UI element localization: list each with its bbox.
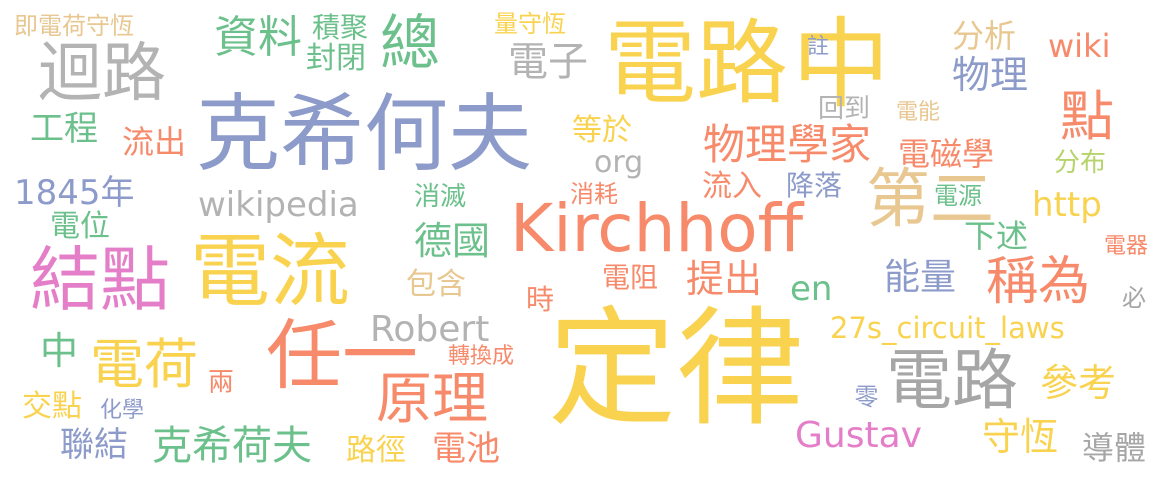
word-wuli-xuejia: 物理學家 (703, 120, 872, 169)
word-zhu: 註 (803, 34, 828, 56)
word-dian-right: 點 (1060, 85, 1114, 148)
word-jiangluo: 降落 (786, 169, 843, 202)
word-wiki: wiki (1048, 27, 1111, 65)
word-chengwei: 稱為 (986, 252, 1091, 312)
word-shouheng: 守恆 (982, 415, 1059, 459)
word-circuit-laws: 27s_circuit_laws (830, 311, 1065, 345)
word-lianjie: 聯結 (60, 425, 128, 465)
word-dianchi: 電池 (432, 429, 500, 469)
word-zhong-big: 中 (792, 8, 891, 122)
word-tichu: 提出 (686, 257, 763, 301)
word-wikipedia: wikipedia (198, 185, 359, 225)
word-liang: 兩 (208, 368, 235, 398)
word-dianci: 電磁學 (898, 135, 995, 173)
word-dianlu-gray: 電路 (886, 342, 1018, 419)
word-jiju: 積聚 (312, 11, 369, 44)
word-dianqi: 電器 (1104, 234, 1149, 259)
word-xiashu: 下述 (964, 217, 1029, 255)
word-fengbi: 封閉 (306, 41, 366, 76)
word-zhuanhuan: 轉換成 (448, 344, 515, 369)
word-huaxue: 化學 (100, 398, 145, 423)
word-dianliu: 電流 (190, 225, 350, 318)
word-kexiheifu2: 克希荷夫 (152, 423, 312, 469)
word-yuanli: 原理 (376, 367, 488, 432)
word-kirchhoff: Kirchhoff (510, 190, 804, 267)
word-en: en (790, 269, 833, 309)
word-dier: 第二 (866, 163, 994, 237)
word-renyi: 任一 (266, 311, 418, 400)
word-xiaomie: 消滅 (414, 182, 467, 212)
word-deguo: 德國 (414, 219, 491, 263)
word-dianwei: 電位 (50, 209, 110, 244)
word-liangshouheng: 量守恆 (494, 10, 566, 38)
word-zhong-small: 中 (40, 329, 79, 373)
word-dengyu: 等於 (572, 113, 632, 148)
word-kexihefu: 克希何夫 (196, 85, 533, 183)
word-jiaodian: 交點 (22, 389, 82, 424)
word-baohan: 包含 (406, 267, 466, 302)
word-nengliang: 能量 (884, 257, 957, 298)
word-huidao: 回到 (818, 94, 871, 124)
word-dianzi: 電子 (508, 39, 588, 85)
word-daoti: 導體 (1082, 429, 1147, 467)
word-jiedian-big: 結點 (30, 239, 170, 321)
word-wuli: 物理 (952, 53, 1029, 97)
word-ling: 零 (850, 384, 878, 408)
word-bi: 必 (1122, 284, 1146, 312)
word-jidianhe: 即電荷守恆 (14, 12, 134, 40)
word-cankao: 參考 (1040, 361, 1117, 405)
word-dianlu-big: 電路 (604, 10, 789, 117)
word-fenxi: 分析 (952, 17, 1017, 55)
word-lujing: 路徑 (346, 433, 406, 468)
word-zong: 總 (380, 9, 440, 79)
word-xiaohao: 消耗 (570, 180, 618, 208)
word-org: org (594, 145, 644, 180)
word-robert: Robert (370, 309, 490, 350)
word-dinglu: 定律 (548, 295, 805, 444)
word-huilu: 迴路 (38, 37, 166, 111)
word-dianneng: 電能 (896, 100, 941, 125)
word-gongcheng: 工程 (30, 109, 98, 149)
word-ziliao: 資料 (214, 12, 302, 63)
word-gustav: Gustav (795, 415, 922, 456)
word-http: http (1032, 185, 1102, 225)
word-dianhe: 電荷 (90, 333, 198, 396)
word-fenbu: 分布 (1054, 148, 1107, 178)
word-liuru: 流入 (702, 169, 762, 204)
word-dianzu: 電阻 (602, 261, 659, 294)
word-year1845: 1845年 (14, 173, 135, 213)
word-dianyuan: 電源 (934, 182, 982, 210)
word-shi: 時 (526, 283, 555, 316)
word-liuchu: 流出 (122, 123, 187, 161)
